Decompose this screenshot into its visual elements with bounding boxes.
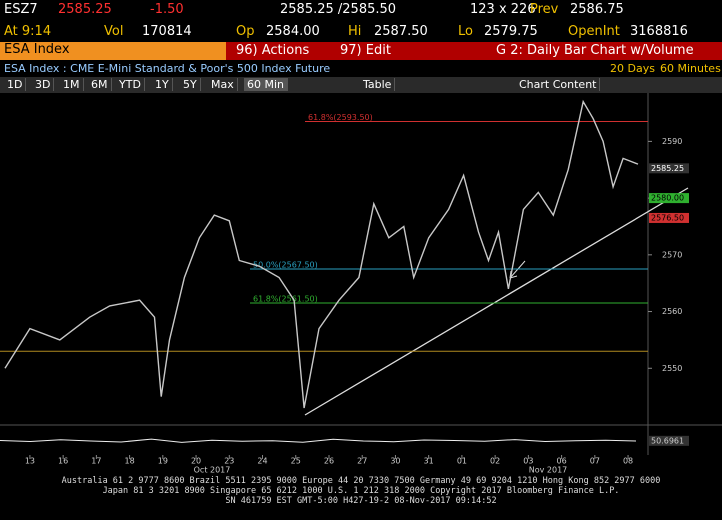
price-tag	[649, 193, 689, 204]
prev-label: Prev	[530, 2, 559, 17]
high: 2587.50	[374, 24, 428, 39]
toolbar-button[interactable]: 5Y	[180, 78, 201, 91]
x-tick-label: 13	[25, 457, 35, 466]
price-line	[4, 99, 639, 409]
toolbar-button[interactable]: Chart Content	[516, 78, 601, 91]
level-label: 61.8%(2561.50)	[253, 295, 318, 304]
footer: Australia 61 2 9777 8600 Brazil 5511 239…	[0, 476, 722, 506]
stats-row: At 9:14 Vol 170814 Op 2584.00 Hi 2587.50…	[0, 22, 722, 42]
edit-button[interactable]: 97) Edit	[340, 43, 391, 58]
toolbar-button[interactable]: 1D	[4, 78, 27, 91]
size: 123 x 226	[470, 2, 536, 17]
month-label: Oct 2017	[194, 466, 231, 475]
days: 20 Days	[610, 62, 655, 75]
x-tick-label: 30	[390, 457, 400, 466]
price-tag-label: 2580.00	[651, 194, 684, 203]
chart-bg	[0, 93, 722, 476]
open: 2584.00	[266, 24, 320, 39]
oi: 3168816	[630, 24, 688, 39]
x-tick-label: 02	[490, 457, 500, 466]
level-label: 61.8%(2593.50)	[308, 113, 373, 122]
quote-row: ESZ7 2585.25 -1.50 2585.25 /2585.50 123 …	[0, 0, 722, 22]
x-tick-label: 24	[257, 457, 267, 466]
toolbar-button[interactable]: 60 Min	[244, 78, 289, 91]
toolbar-button[interactable]: 1Y	[152, 78, 173, 91]
x-tick-label: 07	[590, 457, 600, 466]
oi-label: OpenInt	[568, 24, 620, 39]
x-tick-label: 31	[424, 457, 434, 466]
interval: 60 Minutes	[660, 62, 721, 75]
price-tag-label: 2576.50	[651, 213, 684, 222]
x-tick-label: 08	[623, 457, 633, 466]
x-tick-label: 20	[191, 457, 201, 466]
indicator-tag	[649, 435, 689, 446]
price-tag	[649, 212, 689, 223]
footer-line: Japan 81 3 3201 8900 Singapore 65 6212 1…	[102, 486, 620, 496]
actions-button[interactable]: 96) Actions	[236, 43, 310, 58]
toolbar-button[interactable]: 1M	[60, 78, 84, 91]
y-tick-label: 2560	[662, 307, 682, 316]
x-tick-label: 26	[324, 457, 334, 466]
y-tick-label: 2570	[662, 250, 682, 259]
prev: 2586.75	[570, 2, 624, 17]
x-tick-label: 19	[158, 457, 168, 466]
x-tick-label: 03	[523, 457, 533, 466]
vol-label: Vol	[104, 24, 124, 39]
toolbar-button[interactable]: 6M	[88, 78, 112, 91]
chart-title: G 2: Daily Bar Chart w/Volume	[496, 43, 694, 58]
footer-line: SN 461759 EST GMT-5:00 H427-19-2 08-Nov-…	[225, 496, 497, 506]
x-tick-label: 23	[224, 457, 234, 466]
trend-line	[304, 187, 689, 416]
chart: 61.8%(2593.50) 50.0%(2567.50) 61.8%(2561.5…	[0, 93, 722, 476]
price-tag	[649, 163, 689, 174]
x-tick-label: 25	[291, 457, 301, 466]
change: -1.50	[150, 2, 184, 17]
toolbar-button[interactable]: YTD	[116, 78, 145, 91]
toolbar-button[interactable]: Table	[360, 78, 396, 91]
toolbar-button[interactable]: Max	[208, 78, 238, 91]
footer-line: Australia 61 2 9777 8600 Brazil 5511 239…	[61, 476, 661, 486]
vol: 170814	[142, 24, 192, 39]
open-label: Op	[236, 24, 255, 39]
price-tag-label: 2585.25	[651, 164, 684, 173]
toolbar: 1D 3D 1M 6M YTD 1Y 5Y Max 60 Min Table Chart Conte…	[0, 77, 722, 93]
x-tick-label: 18	[125, 457, 135, 466]
x-tick-label: 01	[457, 457, 467, 466]
month-label: Nov 2017	[529, 466, 568, 475]
last-price: 2585.25	[58, 2, 112, 17]
high-label: Hi	[348, 24, 362, 39]
low: 2579.75	[484, 24, 538, 39]
time: At 9:14	[4, 24, 52, 39]
level-label: 50.0%(2567.50)	[253, 261, 318, 270]
toolbar-button[interactable]: 3D	[32, 78, 55, 91]
bid-ask: 2585.25 /2585.50	[280, 2, 397, 17]
subtitle-row: ESA Index : CME E-Mini Standard & Poor's…	[0, 60, 722, 77]
x-tick-label: 27	[357, 457, 367, 466]
security[interactable]: ESA Index	[0, 42, 226, 60]
y-tick-label: 2590	[662, 137, 682, 146]
description: ESA Index : CME E-Mini Standard & Poor's…	[4, 62, 331, 75]
ticker: ESZ7	[4, 2, 38, 17]
x-tick-label: 06	[557, 457, 567, 466]
x-tick-label: 16	[58, 457, 68, 466]
indicator-label: 50.6961	[651, 436, 684, 445]
x-tick-label: 17	[91, 457, 101, 466]
indicator-line	[0, 438, 637, 443]
low-label: Lo	[458, 24, 473, 39]
command-bar: ESA Index 96) Actions 97) Edit G 2: Dail…	[0, 42, 722, 60]
y-tick-label: 2550	[662, 364, 682, 373]
